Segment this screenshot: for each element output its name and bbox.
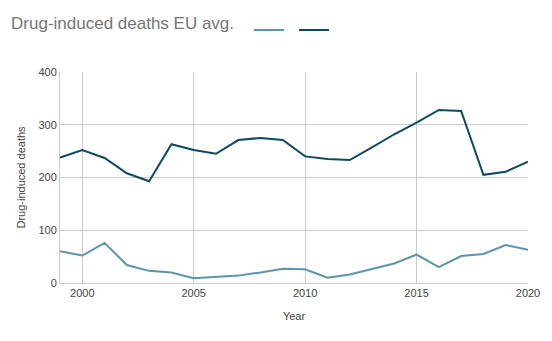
svg-text:2000: 2000 <box>70 287 94 299</box>
svg-text:300: 300 <box>38 119 56 131</box>
svg-text:100: 100 <box>38 224 56 236</box>
svg-text:200: 200 <box>38 171 56 183</box>
svg-text:2005: 2005 <box>181 287 205 299</box>
svg-text:Drug-induced deaths EU avg.: Drug-induced deaths EU avg. <box>11 14 234 33</box>
svg-text:Year: Year <box>283 310 306 322</box>
svg-text:2010: 2010 <box>293 287 317 299</box>
svg-text:2020: 2020 <box>516 287 540 299</box>
svg-text:0: 0 <box>51 277 57 289</box>
svg-text:2015: 2015 <box>404 287 428 299</box>
svg-text:Drug-induced deaths: Drug-induced deaths <box>15 126 27 229</box>
svg-text:400: 400 <box>38 66 56 78</box>
